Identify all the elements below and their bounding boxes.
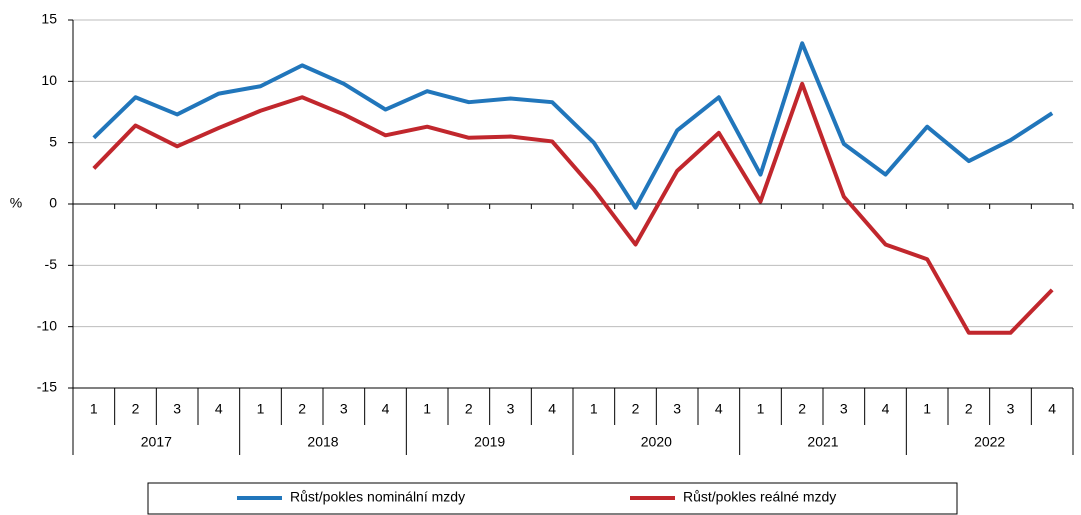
legend-label: Růst/pokles nominální mzdy <box>290 489 465 505</box>
x-tick-label: 4 <box>882 401 890 417</box>
x-tick-label: 3 <box>507 401 515 417</box>
y-tick-label: 0 <box>49 195 57 211</box>
x-tick-label: 1 <box>90 401 98 417</box>
year-label: 2022 <box>974 434 1005 450</box>
x-tick-label: 1 <box>757 401 765 417</box>
y-tick-label: -15 <box>37 379 57 395</box>
x-tick-label: 3 <box>840 401 848 417</box>
x-tick-label: 1 <box>423 401 431 417</box>
legend-label: Růst/pokles reálné mzdy <box>683 489 836 505</box>
legend-box <box>147 482 958 515</box>
x-tick-label: 4 <box>382 401 390 417</box>
x-tick-label: 4 <box>215 401 223 417</box>
year-label: 2018 <box>307 434 338 450</box>
x-tick-label: 4 <box>548 401 556 417</box>
x-tick-label: 2 <box>132 401 140 417</box>
x-tick-label: 4 <box>1048 401 1056 417</box>
x-tick-label: 3 <box>340 401 348 417</box>
x-tick-label: 1 <box>257 401 265 417</box>
series-line <box>92 41 1054 210</box>
y-tick-label: -10 <box>37 317 57 333</box>
x-tick-label: 2 <box>465 401 473 417</box>
x-tick-label: 1 <box>590 401 598 417</box>
x-tick-label: 3 <box>173 401 181 417</box>
year-label: 2019 <box>474 434 505 450</box>
x-tick-label: 4 <box>715 401 723 417</box>
x-tick-label: 3 <box>1007 401 1015 417</box>
y-tick-label: 5 <box>49 133 57 149</box>
y-tick-label: 15 <box>41 11 57 27</box>
year-label: 2020 <box>641 434 672 450</box>
year-label: 2021 <box>807 434 838 450</box>
x-tick-label: 2 <box>298 401 306 417</box>
x-tick-label: 3 <box>673 401 681 417</box>
x-tick-label: 2 <box>798 401 806 417</box>
series-line <box>92 81 1054 335</box>
y-axis-label: % <box>10 195 22 211</box>
y-tick-label: -5 <box>45 256 58 272</box>
year-label: 2017 <box>141 434 172 450</box>
x-tick-label: 2 <box>965 401 973 417</box>
x-tick-label: 2 <box>632 401 640 417</box>
x-tick-label: 1 <box>923 401 931 417</box>
y-tick-label: 10 <box>41 72 57 88</box>
